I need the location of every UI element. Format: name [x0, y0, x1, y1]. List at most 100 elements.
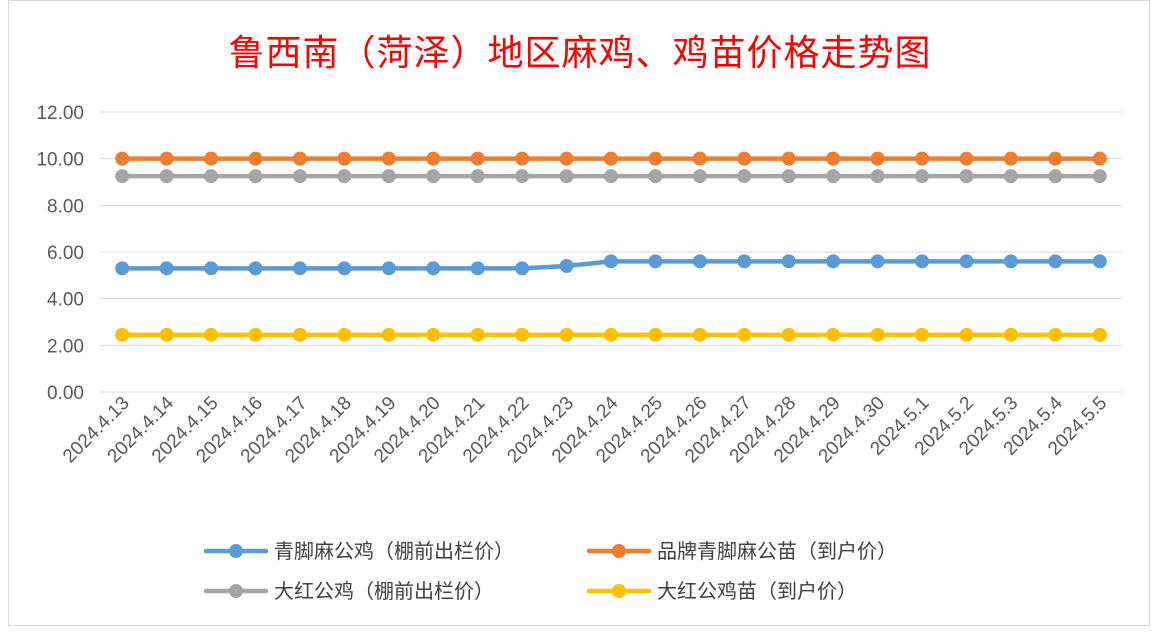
data-point: [826, 169, 841, 184]
data-point: [248, 261, 263, 276]
data-point: [337, 327, 352, 342]
data-point: [915, 254, 930, 269]
data-point: [1048, 254, 1063, 269]
data-point: [1048, 151, 1063, 166]
data-point: [381, 169, 396, 184]
data-point: [559, 169, 574, 184]
data-point: [337, 169, 352, 184]
legend-label: 大红公鸡（棚前出栏价）: [274, 579, 494, 603]
data-point: [781, 327, 796, 342]
data-point: [1003, 254, 1018, 269]
y-tick-label: 10.00: [36, 150, 84, 171]
data-point: [426, 261, 441, 276]
legend-label: 大红公鸡苗（到户价）: [657, 579, 857, 603]
chart-title: 鲁西南（菏泽）地区麻鸡、鸡苗价格走势图: [228, 33, 932, 74]
data-point: [826, 151, 841, 166]
data-point: [604, 254, 618, 269]
data-point: [648, 254, 663, 269]
data-point: [115, 151, 130, 166]
data-point: [1092, 169, 1107, 184]
y-tick-label: 6.00: [47, 243, 84, 264]
data-point: [426, 327, 441, 342]
legend-label: 品牌青脚麻公苗（到户价）: [657, 539, 897, 563]
data-point: [692, 151, 707, 166]
data-point: [426, 151, 441, 166]
data-point: [248, 169, 263, 184]
legend-marker: [612, 584, 626, 598]
data-point: [159, 261, 174, 276]
data-point: [915, 151, 930, 166]
data-point: [426, 169, 441, 184]
data-point: [204, 327, 219, 342]
data-point: [1092, 327, 1107, 342]
data-point: [381, 261, 396, 276]
data-point: [1048, 169, 1063, 184]
data-point: [337, 261, 352, 276]
data-point: [515, 327, 530, 342]
data-point: [737, 169, 752, 184]
data-point: [515, 169, 530, 184]
y-tick-label: 12.00: [36, 103, 84, 124]
data-point: [115, 261, 130, 276]
data-point: [781, 169, 796, 184]
data-point: [159, 151, 174, 166]
data-point: [559, 259, 574, 273]
data-point: [915, 169, 930, 184]
data-point: [692, 169, 707, 184]
data-point: [648, 327, 663, 342]
data-point: [781, 151, 796, 166]
data-point: [959, 254, 974, 269]
legend-label: 青脚麻公鸡（棚前出栏价）: [274, 539, 514, 563]
data-point: [515, 261, 530, 276]
data-point: [559, 327, 574, 342]
data-point: [826, 327, 841, 342]
data-point: [248, 327, 263, 342]
data-point: [826, 254, 841, 269]
data-point: [1003, 169, 1018, 184]
data-point: [870, 151, 885, 166]
data-point: [959, 151, 974, 166]
data-point: [248, 151, 263, 166]
data-point: [692, 327, 707, 342]
data-point: [159, 327, 174, 342]
data-point: [959, 327, 974, 342]
data-point: [1048, 327, 1063, 342]
legend-marker: [229, 544, 243, 558]
data-point: [1003, 151, 1018, 166]
data-point: [381, 327, 396, 342]
data-point: [292, 151, 307, 166]
data-point: [870, 254, 885, 269]
y-tick-label: 0.00: [47, 383, 84, 404]
data-point: [292, 327, 307, 342]
data-point: [204, 169, 219, 184]
legend-marker: [229, 584, 243, 598]
data-point: [692, 254, 707, 269]
y-tick-label: 8.00: [47, 196, 84, 217]
data-point: [559, 151, 574, 166]
data-point: [1092, 254, 1107, 269]
data-point: [737, 254, 752, 269]
data-point: [159, 169, 174, 184]
data-point: [204, 151, 219, 166]
data-point: [115, 327, 130, 342]
data-point: [204, 261, 219, 276]
data-point: [337, 151, 352, 166]
chart-frame: [8, 0, 1150, 626]
data-point: [648, 169, 663, 184]
data-point: [470, 261, 485, 276]
legend-marker: [612, 544, 626, 558]
data-point: [292, 169, 307, 184]
data-point: [470, 151, 485, 166]
data-point: [959, 169, 974, 184]
data-point: [737, 151, 752, 166]
data-point: [1092, 151, 1107, 166]
data-point: [604, 151, 618, 166]
data-point: [737, 327, 752, 342]
data-point: [648, 151, 663, 166]
data-point: [470, 169, 485, 184]
data-point: [470, 327, 485, 342]
data-point: [515, 151, 530, 166]
data-point: [115, 169, 130, 184]
data-point: [381, 151, 396, 166]
